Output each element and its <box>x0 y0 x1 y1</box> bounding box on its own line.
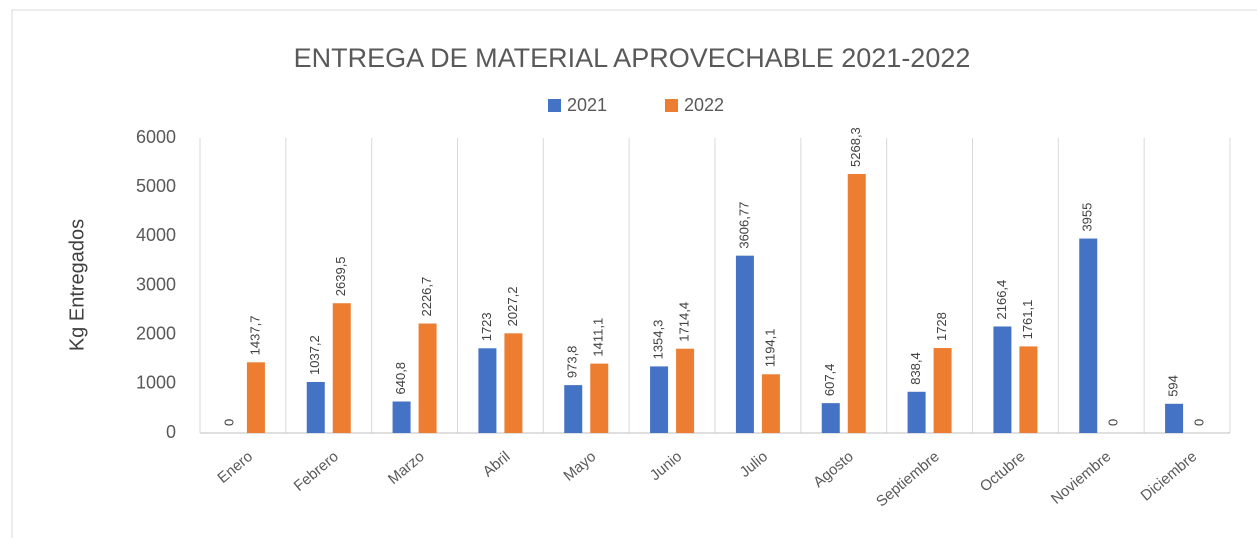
value-label: 5268,3 <box>848 127 863 167</box>
chart-border <box>11 9 1257 538</box>
y-axis-label: Kg Entregados <box>66 219 88 351</box>
value-label: 594 <box>1166 375 1181 397</box>
bar <box>907 391 926 433</box>
x-tick-label: Julio <box>736 448 771 481</box>
value-label: 2027,2 <box>505 287 520 327</box>
bar <box>1165 403 1184 433</box>
value-label: 1354,3 <box>651 320 666 360</box>
bar <box>246 362 265 433</box>
value-label: 1761,1 <box>1020 300 1035 340</box>
value-label: 1437,7 <box>247 316 262 356</box>
bar <box>735 255 754 433</box>
value-label: 0 <box>221 419 236 426</box>
value-label: 1728 <box>934 312 949 341</box>
value-label: 2639,5 <box>333 256 348 296</box>
bar <box>821 403 840 433</box>
y-tick-label: 6000 <box>136 127 176 147</box>
x-tick-label: Febrero <box>291 448 342 495</box>
x-tick-label: Enero <box>214 448 256 487</box>
value-label: 1723 <box>479 312 494 341</box>
y-tick-label: 2000 <box>136 323 176 343</box>
bar <box>306 382 325 433</box>
y-tick-label: 4000 <box>136 225 176 245</box>
bar <box>504 333 523 433</box>
value-label: 838,4 <box>908 352 923 385</box>
x-tick-label: Marzo <box>385 448 428 488</box>
x-tick-label: Abril <box>480 448 514 480</box>
value-label: 1714,4 <box>677 302 692 342</box>
value-label: 3955 <box>1080 203 1095 232</box>
y-tick-label: 3000 <box>136 274 176 294</box>
x-tick-label: Octubre <box>977 448 1029 495</box>
bar <box>847 173 866 433</box>
bar <box>650 366 669 433</box>
legend-swatch <box>665 99 678 112</box>
value-label: 973,8 <box>565 346 580 379</box>
y-tick-label: 0 <box>166 422 176 442</box>
chart-title: ENTREGA DE MATERIAL APROVECHABLE 2021-20… <box>294 43 971 73</box>
bar <box>418 323 437 433</box>
bar <box>590 363 609 433</box>
value-label: 1411,1 <box>591 318 606 357</box>
value-label: 2166,4 <box>994 280 1009 320</box>
value-label: 1037,2 <box>307 335 322 375</box>
x-tick-label: Junio <box>647 448 685 484</box>
value-label: 607,4 <box>822 364 837 397</box>
bar <box>332 303 351 433</box>
value-label: 640,8 <box>393 362 408 395</box>
value-label: 0 <box>1192 419 1207 426</box>
legend-label: 2022 <box>684 95 724 115</box>
value-label: 0 <box>1106 419 1121 426</box>
legend-label: 2021 <box>567 95 607 115</box>
bar <box>933 348 952 433</box>
value-label: 2226,7 <box>419 277 434 317</box>
bar <box>761 374 780 433</box>
value-label: 3606,77 <box>736 202 751 249</box>
bar <box>478 348 497 433</box>
bar <box>1079 238 1098 433</box>
bar <box>993 326 1012 433</box>
y-tick-label: 1000 <box>136 373 176 393</box>
bar <box>392 401 411 433</box>
value-label: 1194,1 <box>762 328 777 367</box>
legend-swatch <box>548 99 561 112</box>
x-tick-label: Mayo <box>560 448 599 485</box>
x-tick-label: Noviembre <box>1048 448 1114 508</box>
bar <box>1019 346 1038 433</box>
x-tick-label: Agosto <box>810 448 857 491</box>
x-tick-label: Diciembre <box>1138 448 1201 504</box>
x-tick-label: Septiembre <box>873 448 943 510</box>
y-tick-label: 5000 <box>136 176 176 196</box>
bar <box>676 348 695 433</box>
bar <box>564 385 583 433</box>
